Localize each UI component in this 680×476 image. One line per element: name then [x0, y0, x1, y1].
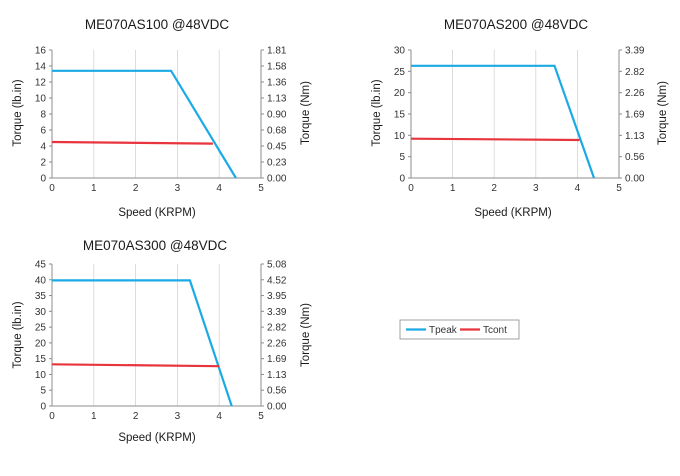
y-tick-label: 30: [394, 46, 406, 57]
x-tick-label: 2: [491, 183, 497, 194]
y-axis-label: Torque (lb.in): [12, 301, 24, 368]
x-tick-label: 3: [175, 411, 181, 422]
y2-tick-label: 2.26: [625, 88, 645, 99]
y2-tick-label: 2.26: [267, 338, 287, 349]
y2-tick-label: 1.13: [625, 131, 645, 142]
y-tick-label: 45: [35, 260, 47, 271]
y2-tick-label: 1.58: [267, 62, 287, 73]
x-axis-label: Speed (KRPM): [474, 207, 552, 219]
y2-tick-label: 0.90: [267, 110, 287, 121]
y-tick-label: 15: [35, 354, 47, 365]
chart-title: ME070AS100 @48VDC: [85, 17, 230, 32]
legend-label-tpeak: Tpeak: [429, 325, 458, 336]
chart-me070as200: ME070AS200 @48VDC 0 1 2 3 4 5 0 5 10 15 20 25 30 0.00…: [371, 17, 669, 219]
plot-area: 0 1 2 3 4 502468101214160.000.230.450.680.901…: [35, 46, 287, 195]
series-line-tpeak: [52, 69, 237, 179]
y2-tick-label: 4.52: [267, 275, 287, 286]
y-tick-label: 20: [35, 338, 47, 349]
y-tick-label: 0: [40, 174, 46, 185]
y2-tick-label: 1.69: [267, 354, 287, 365]
series-line-tpeak: [52, 279, 233, 407]
x-tick-label: 4: [216, 183, 222, 194]
y-tick-label: 10: [394, 131, 406, 142]
y-tick-label: 20: [394, 88, 406, 99]
chart-title: ME070AS300 @48VDC: [83, 238, 228, 253]
y-tick-label: 0: [399, 174, 405, 185]
y2-tick-label: 0.56: [267, 386, 287, 397]
x-axis-label: Speed (KRPM): [118, 207, 196, 219]
series-line-tcont: [410, 137, 580, 142]
y2-tick-label: 3.95: [267, 291, 287, 302]
y-tick-label: 5: [40, 386, 46, 397]
y-axis-label: Torque (lb.in): [12, 79, 24, 146]
x-tick-label: 1: [450, 183, 456, 194]
x-tick-label: 2: [133, 183, 139, 194]
legend-box: [399, 319, 520, 340]
plot-area: 0 1 2 3 4 5 0 5 10 15 20 25 30 0.00 0.56 1.13 1.69 2.26 2.…: [394, 46, 645, 195]
y-tick-label: 40: [35, 275, 47, 286]
series-line-tpeak: [411, 64, 596, 179]
y2-tick-label: 0.68: [267, 126, 287, 137]
y2-tick-label: 0.23: [267, 158, 287, 169]
y2-tick-label: 0.00: [625, 174, 645, 185]
chart-title: ME070AS200 @48VDC: [444, 17, 589, 32]
y-tick-label: 12: [35, 78, 47, 89]
x-tick-label: 0: [49, 411, 55, 422]
x-tick-label: 0: [408, 183, 414, 194]
x-tick-label: 4: [575, 183, 581, 194]
y-tick-label: 15: [394, 110, 406, 121]
x-tick-label: 5: [616, 183, 622, 194]
legend: Tpeak Tcont: [399, 319, 520, 340]
chart-me070as100: ME070AS100 @48VDC 0 1 2 3 4 502468101214160.0…: [12, 17, 312, 219]
y2-tick-label: 2.82: [267, 323, 287, 334]
y2-tick-label: 0.00: [267, 402, 287, 413]
y-tick-label: 10: [35, 370, 47, 381]
y2-axis-label: Torque (Nm): [300, 81, 312, 145]
y2-tick-label: 1.69: [625, 110, 645, 121]
y2-tick-label: 3.39: [625, 46, 645, 57]
y-tick-label: 30: [35, 307, 47, 318]
x-tick-label: 1: [91, 411, 97, 422]
y-tick-label: 5: [399, 152, 405, 163]
y-tick-label: 35: [35, 291, 47, 302]
y-tick-label: 6: [40, 126, 46, 137]
y2-tick-label: 1.81: [267, 46, 287, 57]
y-tick-label: 14: [35, 62, 47, 73]
y-tick-label: 0: [40, 402, 46, 413]
y-tick-label: 4: [40, 142, 46, 153]
series-line-tcont: [51, 140, 213, 145]
x-tick-label: 3: [533, 183, 539, 194]
y-tick-label: 2: [40, 158, 46, 169]
x-tick-label: 4: [216, 411, 222, 422]
y2-tick-label: 1.13: [267, 370, 287, 381]
x-tick-label: 2: [133, 411, 139, 422]
plot-area: 0 1 2 3 4 50510152025303540450.000.561.131.69…: [35, 260, 287, 423]
x-axis-label: Speed (KRPM): [118, 432, 196, 444]
y-axis-label: Torque (lb.in): [371, 79, 383, 146]
x-tick-label: 3: [175, 183, 181, 194]
series-line-tcont: [51, 363, 220, 368]
y2-tick-label: 5.08: [267, 260, 287, 271]
chart-me070as300: ME070AS300 @48VDC 0 1 2 3 4 50510152025303540…: [12, 238, 312, 444]
y2-tick-label: 1.13: [267, 94, 287, 105]
x-tick-label: 0: [49, 183, 55, 194]
y-tick-label: 25: [394, 67, 406, 78]
y-tick-label: 25: [35, 323, 47, 334]
y2-tick-label: 3.39: [267, 307, 287, 318]
y2-tick-label: 2.82: [625, 67, 645, 78]
y2-tick-label: 0.56: [625, 152, 645, 163]
y-tick-label: 10: [35, 94, 47, 105]
legend-label-tcont: Tcont: [483, 325, 507, 336]
x-tick-label: 5: [258, 411, 264, 422]
y2-tick-label: 1.36: [267, 78, 287, 89]
y2-axis-label: Torque (Nm): [300, 303, 312, 367]
y2-axis-label: Torque (Nm): [657, 81, 669, 145]
x-tick-label: 5: [258, 183, 264, 194]
y2-tick-label: 0.00: [267, 174, 287, 185]
x-tick-label: 1: [91, 183, 97, 194]
y2-tick-label: 0.45: [267, 142, 287, 153]
y-tick-label: 8: [40, 110, 46, 121]
y-tick-label: 16: [35, 46, 47, 57]
